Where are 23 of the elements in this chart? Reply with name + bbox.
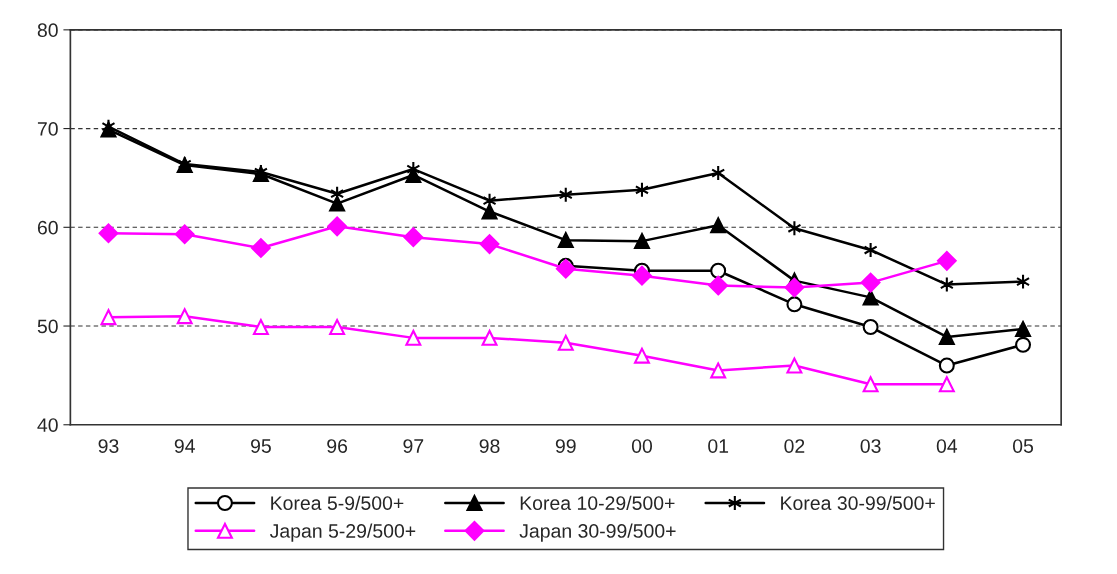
x-tick-label: 97	[403, 439, 424, 453]
x-tick-label: 96	[327, 439, 348, 453]
x-tick-label: 02	[784, 439, 805, 453]
x-tick-label: 93	[98, 439, 119, 453]
y-tick-label: 60	[37, 220, 58, 235]
x-tick-label: 05	[1012, 439, 1034, 453]
x-tick-label: 95	[251, 439, 271, 453]
legend-label: Korea 10-29/500+	[520, 495, 675, 511]
y-tick-label: 80	[37, 23, 58, 38]
legend-label: Japan 5-29/500+	[269, 523, 416, 542]
y-tick-label: 50	[37, 319, 58, 334]
x-tick-label: 00	[631, 439, 653, 453]
x-tick-label: 03	[860, 439, 881, 453]
y-tick-label: 70	[37, 122, 58, 136]
x-tick-label: 04	[936, 439, 958, 453]
x-tick-label: 01	[708, 439, 729, 453]
x-tick-label: 98	[479, 439, 500, 453]
legend-label: Korea 5-9/500+	[271, 495, 404, 511]
legend-label: Korea 30-99/500+	[781, 495, 935, 511]
x-tick-label: 99	[555, 439, 576, 453]
legend-label: Japan 30-99/500+	[519, 523, 676, 542]
x-tick-label: 94	[174, 439, 195, 453]
y-tick-label: 40	[37, 418, 58, 432]
